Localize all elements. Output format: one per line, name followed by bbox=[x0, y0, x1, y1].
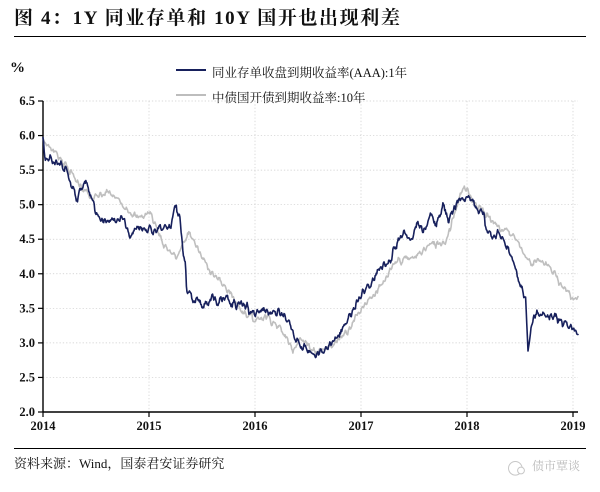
svg-text:6.0: 6.0 bbox=[19, 129, 35, 143]
svg-text:6.5: 6.5 bbox=[19, 94, 35, 108]
svg-text:2014: 2014 bbox=[31, 419, 57, 433]
svg-text:2.5: 2.5 bbox=[19, 370, 35, 384]
svg-text:2016: 2016 bbox=[243, 419, 268, 433]
svg-text:3.0: 3.0 bbox=[19, 336, 35, 350]
svg-text:2017: 2017 bbox=[349, 419, 374, 433]
svg-text:5.5: 5.5 bbox=[19, 163, 35, 177]
svg-text:4.0: 4.0 bbox=[19, 267, 35, 281]
svg-text:5.0: 5.0 bbox=[19, 198, 35, 212]
svg-text:2018: 2018 bbox=[455, 419, 480, 433]
svg-text:2.0: 2.0 bbox=[19, 405, 35, 419]
svg-text:2019: 2019 bbox=[561, 419, 586, 433]
svg-text:4.5: 4.5 bbox=[19, 232, 35, 246]
svg-text:2015: 2015 bbox=[137, 419, 162, 433]
svg-text:3.5: 3.5 bbox=[19, 301, 35, 315]
